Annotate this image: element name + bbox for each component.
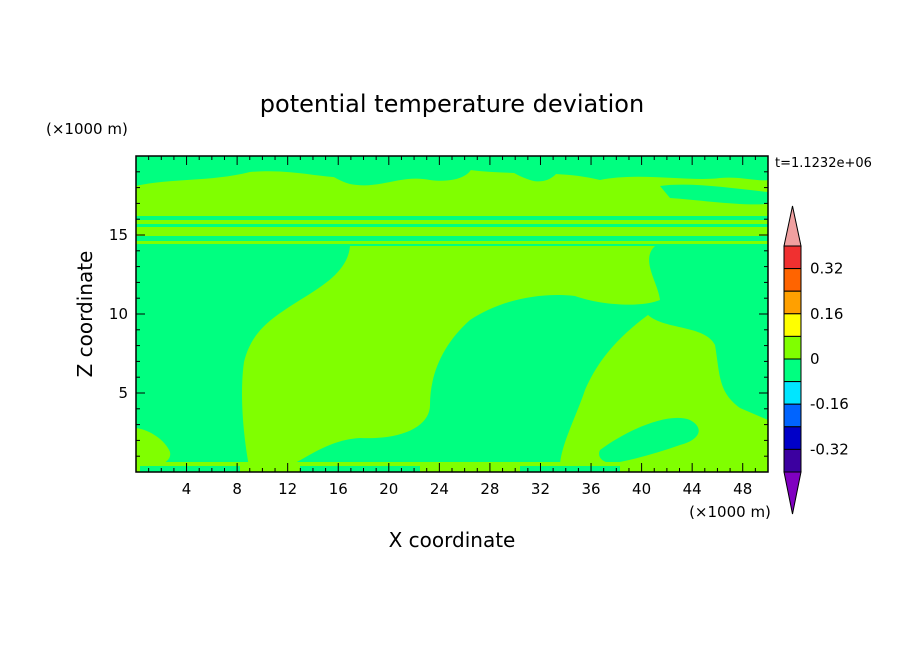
x-tick-label: 16 [329, 480, 348, 498]
colorbar-bin [783, 426, 802, 450]
colorbar-bin [783, 268, 802, 292]
contour-field [136, 156, 768, 472]
colorbar-bin [783, 381, 802, 405]
positive-patch-lower-left [136, 428, 171, 466]
y-axis-label: Z coordinate [73, 251, 97, 378]
colorbar: 0.32 0.16 0 -0.16 -0.32 [783, 205, 849, 515]
stripe [136, 229, 768, 232]
negative-patch [660, 184, 768, 205]
colorbar-bin [783, 313, 802, 337]
y-axis: 5 10 15 [109, 171, 768, 457]
colorbar-under-arrow [783, 471, 802, 515]
colorbar-bin [783, 245, 802, 270]
colorbar-label: 0 [810, 350, 820, 368]
colorbar-label: -0.16 [810, 395, 849, 413]
colorbar-bin [783, 290, 802, 315]
colorbar-over-arrow [783, 205, 802, 247]
colorbar-bin [783, 358, 802, 383]
colorbar-label: 0.16 [810, 305, 843, 323]
y-tick-label: 5 [118, 384, 128, 402]
x-unit-label: (×1000 m) [689, 503, 771, 521]
colorbar-bin [783, 448, 802, 473]
negative-patch [136, 156, 260, 174]
x-tick-label: 28 [480, 480, 499, 498]
near-surface-patch [300, 466, 420, 472]
x-tick-label: 40 [632, 480, 651, 498]
x-tick-label: 12 [278, 480, 297, 498]
stripe [136, 241, 768, 244]
positive-region-center [242, 246, 660, 472]
chart-title: potential temperature deviation [260, 90, 644, 118]
negative-patch [500, 156, 561, 182]
x-axis-label: X coordinate [389, 528, 516, 552]
near-surface-patch [520, 466, 620, 472]
x-tick-label: 32 [531, 480, 550, 498]
x-tick-label: 24 [430, 480, 449, 498]
positive-region-right [559, 246, 768, 472]
x-tick-label: 44 [683, 480, 702, 498]
x-axis: 4 8 12 16 20 24 28 32 36 40 44 48 [148, 156, 756, 498]
stripe [136, 236, 768, 239]
y-tick-label: 10 [109, 305, 128, 323]
stripe [136, 216, 768, 220]
negative-patch-lower-right [599, 417, 699, 464]
x-tick-label: 4 [182, 480, 192, 498]
y-unit-label: (×1000 m) [46, 120, 128, 138]
stripe [136, 224, 768, 227]
colorbar-bin [783, 403, 802, 428]
y-tick-label: 15 [109, 226, 128, 244]
x-tick-label: 36 [581, 480, 600, 498]
x-tick-label: 8 [232, 480, 242, 498]
negative-region-left [136, 246, 350, 472]
colorbar-label: 0.32 [810, 260, 843, 278]
colorbar-bin [783, 335, 802, 360]
x-tick-label: 48 [733, 480, 752, 498]
negative-patch [319, 156, 473, 186]
colorbar-label: -0.32 [810, 440, 849, 458]
time-label: t=1.1232e+06 [775, 156, 872, 171]
x-tick-label: 20 [379, 480, 398, 498]
negative-patch [580, 156, 768, 178]
near-surface-patch [140, 466, 240, 472]
